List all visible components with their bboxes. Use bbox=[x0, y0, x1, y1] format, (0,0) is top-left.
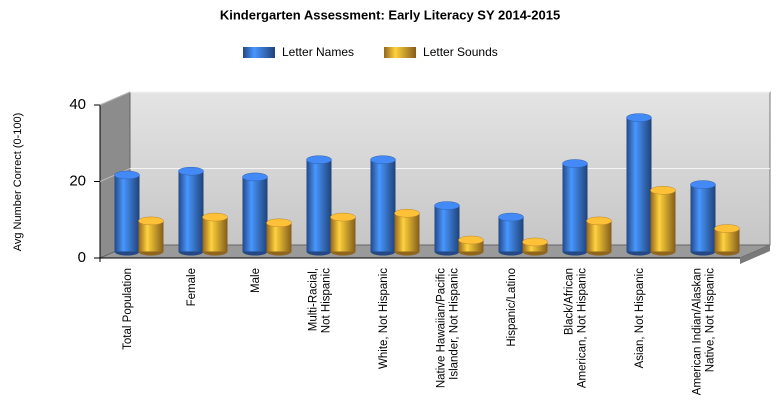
bar bbox=[458, 240, 484, 252]
y-tick-label: 20 bbox=[69, 172, 86, 189]
grid-line bbox=[99, 91, 131, 106]
chart-title: Kindergarten Assessment: Early Literacy … bbox=[220, 7, 560, 22]
bar bbox=[114, 175, 140, 252]
y-tick-label: 40 bbox=[69, 96, 86, 113]
bar-cap bbox=[266, 218, 292, 228]
x-tick-label: Asian, Not Hispanic bbox=[634, 268, 646, 369]
bar bbox=[714, 228, 740, 252]
bar-cap bbox=[202, 212, 228, 222]
bar-cap bbox=[138, 216, 164, 226]
x-tick-label: American Indian/AlaskanNative, Not Hispa… bbox=[692, 268, 717, 395]
bar bbox=[138, 220, 164, 252]
x-tick-label: Male bbox=[250, 268, 262, 293]
y-tick-label: 0 bbox=[78, 249, 86, 266]
bar-cap bbox=[522, 237, 548, 247]
x-tick-label: Hispanic/Latino bbox=[506, 268, 518, 347]
legend-label: Letter Sounds bbox=[423, 45, 498, 59]
bar-cap bbox=[586, 216, 612, 226]
bar-cap bbox=[178, 166, 204, 176]
bar bbox=[690, 184, 716, 252]
bar-cap bbox=[306, 155, 332, 164]
x-tick-label: Total Population bbox=[122, 268, 134, 350]
bar bbox=[498, 217, 524, 252]
y-axis-label: Avg Number Correct (0-100) bbox=[12, 113, 24, 252]
x-tick-label: Black/AfricanAmerican, Not Hispanic bbox=[564, 268, 589, 388]
bar-cap bbox=[114, 170, 140, 180]
bar bbox=[202, 217, 228, 252]
x-tick-label: White, Not Hispanic bbox=[378, 268, 390, 369]
bar bbox=[650, 190, 676, 252]
bar-cap bbox=[626, 113, 652, 122]
bar-cap bbox=[562, 159, 588, 168]
bar-cap bbox=[394, 209, 420, 218]
bar bbox=[330, 217, 356, 252]
bar bbox=[394, 213, 420, 252]
bar bbox=[242, 176, 268, 252]
bar-cap bbox=[370, 155, 396, 164]
bar-cap bbox=[458, 235, 484, 245]
bar-cap bbox=[242, 172, 268, 182]
floor-edge bbox=[740, 245, 770, 264]
bar-cap bbox=[650, 186, 676, 195]
bar bbox=[266, 222, 292, 252]
bar bbox=[178, 171, 204, 252]
bar bbox=[586, 220, 612, 252]
bar bbox=[562, 163, 588, 252]
bar-cap bbox=[434, 201, 460, 210]
bar bbox=[434, 205, 460, 252]
bar-cap bbox=[330, 212, 356, 222]
legend-swatch bbox=[384, 47, 417, 58]
bar bbox=[306, 159, 332, 252]
bar bbox=[370, 159, 396, 252]
bar bbox=[626, 117, 652, 252]
bar-cap bbox=[498, 212, 524, 222]
x-tick-label: Multi-Racial,Not Hispanic bbox=[308, 268, 333, 333]
x-tick-label: Native Hawaiian/PacificIslander, Not His… bbox=[436, 268, 461, 388]
bar bbox=[522, 241, 548, 252]
bar-cap bbox=[714, 224, 740, 233]
x-tick-label: Female bbox=[186, 268, 198, 306]
legend-swatch bbox=[243, 47, 275, 58]
legend-label: Letter Names bbox=[282, 45, 354, 59]
bar-cap bbox=[690, 180, 716, 189]
